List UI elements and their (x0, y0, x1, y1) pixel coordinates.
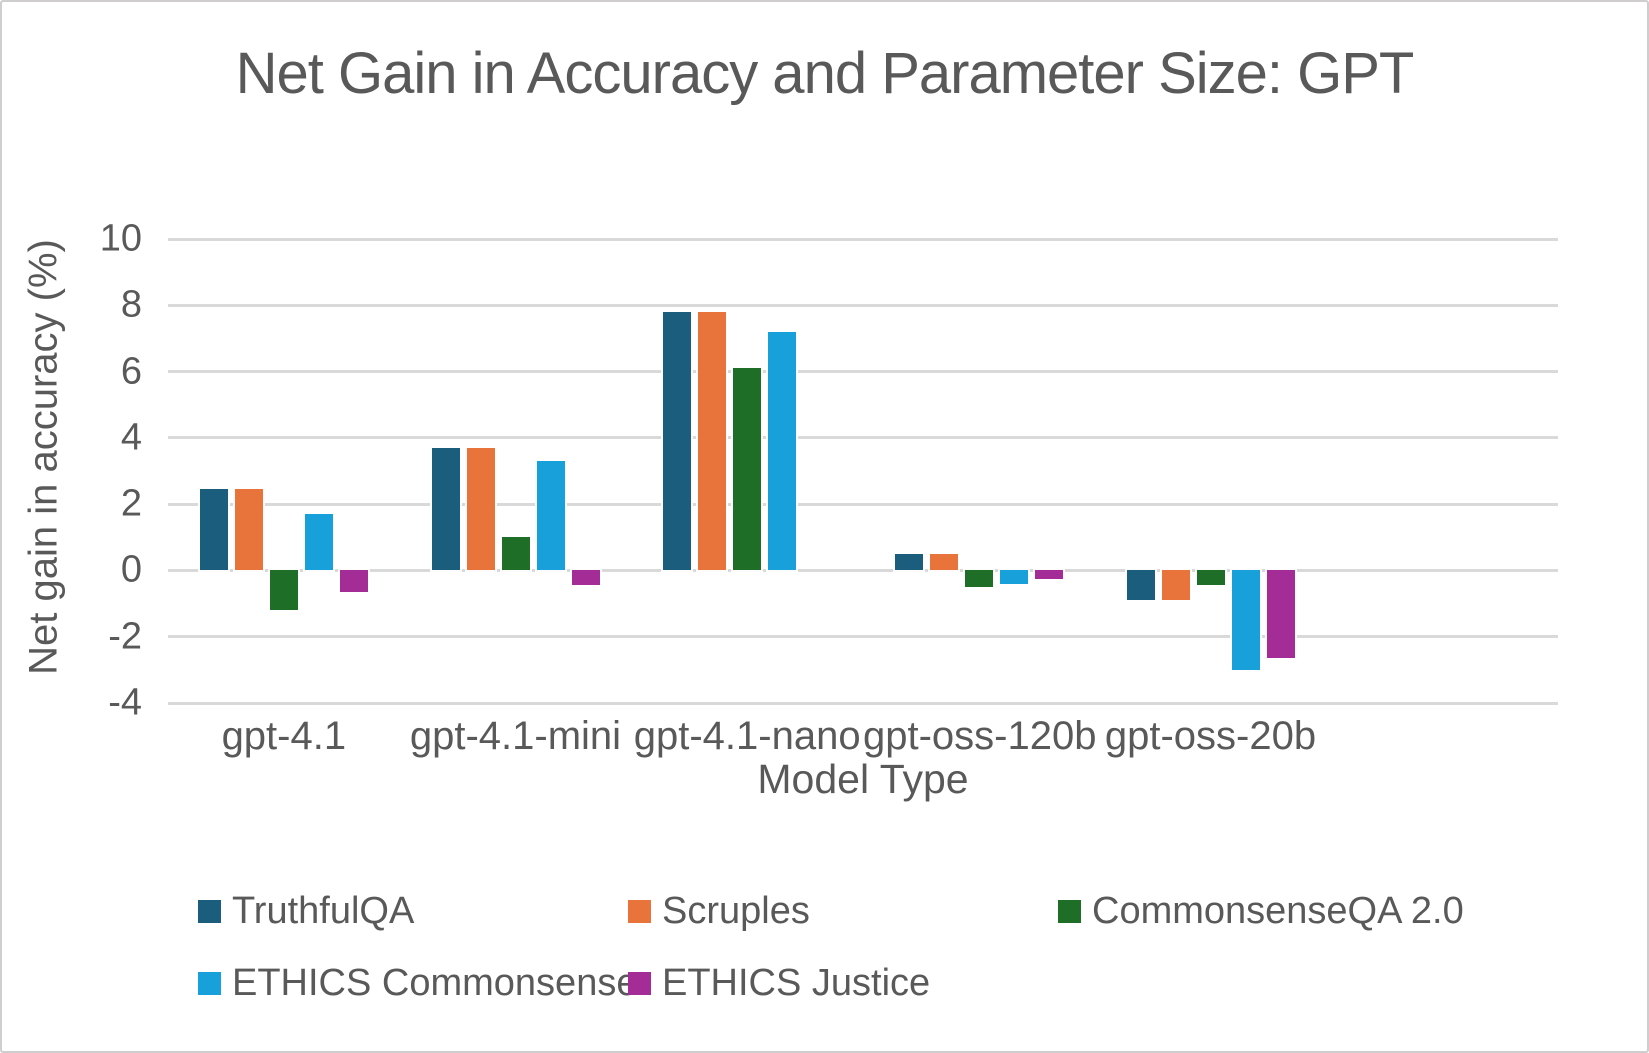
category-label: gpt-4.1 (221, 714, 347, 758)
bar-ethics-justice-gpt-4.1 (337, 568, 370, 594)
y-tick-label: 6 (120, 350, 142, 393)
legend-label: CommonsenseQA 2.0 (1092, 889, 1464, 932)
bar-truthfulqa-gpt-4.1-nano (661, 309, 694, 573)
legend-label: TruthfulQA (232, 889, 415, 932)
legend-item: TruthfulQA (198, 888, 414, 934)
legend-marker (1058, 899, 1081, 923)
bar-commonsenseqa-2.0-gpt-oss-20b (1194, 568, 1227, 588)
plot-area (168, 237, 1558, 705)
legend-item: Scruples (628, 888, 810, 934)
gridline (168, 502, 1558, 506)
legend-marker (628, 971, 651, 995)
x-axis-title: Model Type (757, 756, 969, 802)
bar-truthfulqa-gpt-oss-120b (892, 551, 925, 573)
bar-truthfulqa-gpt-4.1-mini (429, 445, 462, 573)
gridline (168, 701, 1558, 705)
bar-truthfulqa-gpt-4.1 (197, 487, 230, 573)
bar-commonsenseqa-2.0-gpt-4.1 (267, 568, 300, 613)
y-tick-label: 8 (120, 283, 142, 326)
bar-truthfulqa-gpt-oss-20b (1124, 568, 1157, 603)
x-axis-category-labels: gpt-4.1 gpt-4.1-mini gpt-4.1-nano gpt-oss-1… (2, 714, 1647, 762)
bar-scruples-gpt-4.1 (232, 487, 265, 573)
bar-commonsenseqa-2.0-gpt-oss-120b (962, 568, 995, 589)
legend-marker (628, 899, 651, 923)
bar-commonsenseqa-2.0-gpt-4.1-mini (499, 535, 532, 573)
bar-ethics-commonsense-gpt-4.1 (302, 512, 335, 573)
bar-ethics-commonsense-gpt-4.1-nano (766, 329, 799, 573)
y-tick-label: -2 (108, 615, 142, 658)
category-label: gpt-oss-20b (1104, 714, 1317, 758)
bar-ethics-commonsense-gpt-oss-20b (1229, 568, 1262, 672)
bar-ethics-commonsense-gpt-oss-120b (997, 568, 1030, 586)
gridline (168, 370, 1558, 374)
legend-label: ETHICS Commonsense (232, 961, 638, 1004)
gridline (168, 303, 1558, 307)
legend-marker (198, 971, 221, 995)
category-label: gpt-4.1-nano (633, 714, 861, 758)
category-label: gpt-oss-120b (863, 714, 1097, 758)
y-tick-label: 10 (99, 217, 142, 260)
bar-ethics-commonsense-gpt-4.1-mini (534, 459, 567, 573)
legend-label: ETHICS Justice (662, 961, 931, 1004)
gridline (168, 436, 1558, 440)
legend-item: ETHICS Justice (628, 960, 930, 1006)
legend-item: ETHICS Commonsense (198, 960, 637, 1006)
legend-item: CommonsenseQA 2.0 (1058, 888, 1464, 934)
category-label: gpt-4.1-mini (409, 714, 622, 758)
bar-scruples-gpt-oss-20b (1159, 568, 1192, 603)
y-tick-label: 0 (120, 548, 142, 591)
bar-ethics-justice-gpt-oss-120b (1032, 568, 1065, 581)
legend-label: Scruples (662, 889, 810, 932)
bar-commonsenseqa-2.0-gpt-4.1-nano (731, 366, 764, 573)
bar-ethics-justice-gpt-oss-20b (1264, 568, 1297, 661)
y-tick-label: -4 (108, 681, 142, 724)
chart-title: Net Gain in Accuracy and Parameter Size:… (235, 41, 1415, 106)
gridline (168, 635, 1558, 639)
bar-ethics-justice-gpt-4.1-mini (569, 568, 602, 588)
y-tick-label: 4 (120, 416, 142, 459)
y-axis-title: Net gain in accuracy (%) (21, 239, 66, 675)
legend-marker (198, 899, 221, 923)
gridline (168, 237, 1558, 241)
gridline (168, 568, 1558, 572)
bar-scruples-gpt-4.1-nano (696, 309, 729, 573)
bar-scruples-gpt-4.1-mini (464, 445, 497, 573)
y-tick-label: 2 (120, 482, 142, 525)
bar-scruples-gpt-oss-120b (927, 551, 960, 573)
